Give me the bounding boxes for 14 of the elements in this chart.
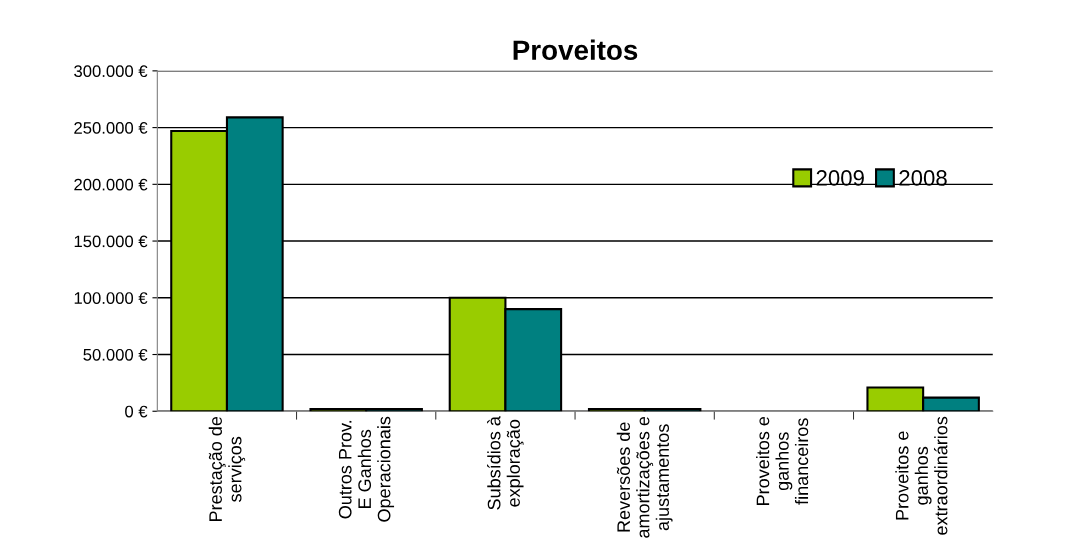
y-tick-label: 250.000 € bbox=[74, 122, 148, 134]
y-tick-label: 300.000 € bbox=[74, 65, 148, 78]
y-tick-label: 0 € bbox=[125, 405, 148, 418]
chart-title: Proveitos bbox=[513, 39, 638, 61]
y-tick-label: 50.000 € bbox=[83, 348, 148, 361]
y-tick-label: 150.000 € bbox=[74, 235, 148, 248]
x-tick-label: Outros Prov. E Ganhos Operacionais bbox=[338, 416, 395, 522]
x-tick-label: Reversões de amortizações e ajustamentos bbox=[616, 416, 673, 538]
y-tick-label: 100.000 € bbox=[74, 292, 148, 304]
x-tick-label: Proveitos e ganhos financeiros bbox=[756, 416, 809, 505]
x-tick-label: Subsídios à exploração bbox=[487, 416, 524, 510]
y-tick-label: 200.000 € bbox=[74, 178, 148, 191]
x-tick-label: Prestação de serviços bbox=[208, 416, 246, 522]
x-tick-label: Proveitos e ganhos extraordinários bbox=[895, 416, 948, 535]
